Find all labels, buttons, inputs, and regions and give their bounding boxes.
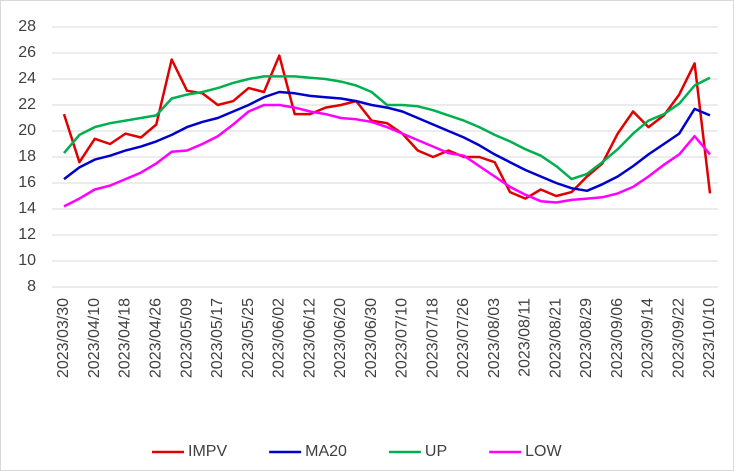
x-tick-label: 2023/09/06 xyxy=(609,298,626,378)
y-tick-label: 18 xyxy=(18,148,36,165)
x-tick-label: 2023/06/30 xyxy=(363,298,380,378)
x-tick-label: 2023/08/11 xyxy=(517,298,534,377)
x-tick-label: 2023/05/17 xyxy=(209,298,226,378)
y-tick-label: 16 xyxy=(18,174,36,191)
x-tick-label: 2023/05/09 xyxy=(178,298,195,378)
x-tick-label: 2023/09/22 xyxy=(670,298,687,378)
series-line xyxy=(63,90,711,193)
legend-label: MA20 xyxy=(305,443,347,460)
x-tick-label: 2023/03/30 xyxy=(55,298,72,378)
y-tick-label: 22 xyxy=(18,96,36,113)
x-tick-label: 2023/10/10 xyxy=(701,298,718,378)
x-tick-label: 2023/07/26 xyxy=(455,298,472,378)
x-tick-label: 2023/08/21 xyxy=(547,298,564,378)
y-tick-label: 26 xyxy=(18,44,36,61)
y-tick-label: 10 xyxy=(18,252,36,269)
legend-label: UP xyxy=(425,443,447,460)
x-tick-label: 2023/07/18 xyxy=(424,298,441,378)
series-line xyxy=(63,75,711,181)
series-line xyxy=(63,103,711,208)
x-tick-label: 2023/06/20 xyxy=(332,298,349,378)
y-tick-label: 28 xyxy=(18,18,36,35)
x-tick-label: 2023/09/14 xyxy=(640,298,657,378)
y-tick-label: 8 xyxy=(27,278,36,295)
y-tick-label: 14 xyxy=(18,200,36,217)
y-tick-label: 24 xyxy=(18,70,36,87)
x-tick-label: 2023/04/26 xyxy=(148,298,165,378)
x-tick-label: 2023/06/02 xyxy=(271,298,288,378)
x-tick-label: 2023/08/03 xyxy=(486,298,503,378)
x-tick-label: 2023/08/29 xyxy=(578,298,595,378)
x-tick-label: 2023/07/10 xyxy=(394,298,411,378)
x-tick-label: 2023/05/25 xyxy=(240,298,257,378)
legend-label: IMPV xyxy=(188,443,227,460)
x-tick-label: 2023/04/18 xyxy=(117,298,134,378)
y-tick-label: 12 xyxy=(18,226,36,243)
x-tick-label: 2023/06/12 xyxy=(301,298,318,378)
y-tick-label: 20 xyxy=(18,122,36,139)
x-tick-label: 2023/04/10 xyxy=(86,298,103,378)
legend-label: LOW xyxy=(525,443,562,460)
